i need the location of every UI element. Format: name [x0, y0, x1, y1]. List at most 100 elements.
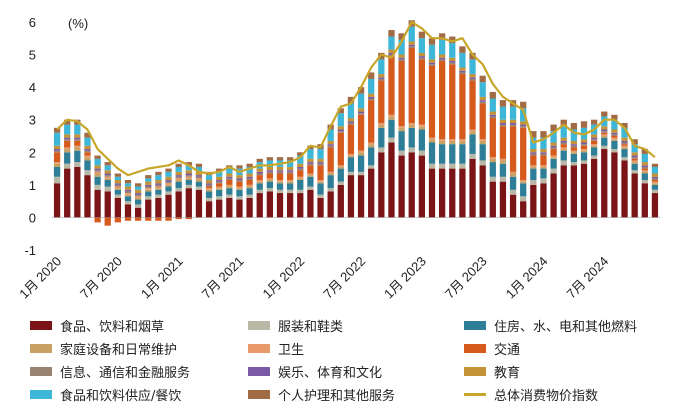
- bar-segment: [216, 188, 223, 190]
- bar-segment: [205, 175, 213, 181]
- bar-segment: [388, 137, 395, 143]
- bar-segment: [337, 126, 344, 130]
- bar-segment: [438, 168, 446, 218]
- bar-segment: [408, 124, 415, 128]
- bar-segment: [64, 124, 71, 135]
- bar-segment: [195, 181, 203, 187]
- bar-segment: [145, 188, 152, 190]
- bar-segment: [560, 142, 567, 145]
- bar-segment: [560, 160, 567, 166]
- bar-segment: [104, 178, 111, 181]
- x-tick-label: 7月 2021: [199, 254, 247, 300]
- bar-segment: [286, 173, 294, 181]
- bar-segment: [276, 170, 284, 172]
- bar-segment: [611, 114, 618, 120]
- bar-segment: [438, 140, 446, 145]
- total-cpi-polyline: [56, 20, 656, 177]
- bar-segment: [550, 149, 557, 156]
- bar-segment: [286, 171, 294, 174]
- bar-segment: [357, 171, 365, 176]
- bar-segment: [124, 201, 132, 205]
- bar-segment: [155, 197, 162, 218]
- legend-label: 个人护理和其他服务: [278, 389, 396, 404]
- bar-segment: [469, 131, 476, 135]
- bar-segment: [307, 186, 314, 190]
- bar-segment: [53, 163, 61, 167]
- bar-segment: [357, 113, 365, 115]
- bar-segment: [286, 193, 294, 218]
- bar-segment: [590, 134, 598, 138]
- bar-segment: [489, 118, 496, 158]
- bar-segment: [134, 193, 142, 195]
- bar-segment: [580, 163, 588, 218]
- bar-segment: [489, 157, 496, 159]
- bar-segment: [418, 155, 426, 218]
- bar-segment: [651, 163, 659, 167]
- bar-segment: [327, 188, 334, 192]
- bar-segment: [276, 193, 284, 218]
- bar-segment: [195, 180, 203, 182]
- bar-segment: [185, 178, 192, 181]
- bar-segment: [378, 78, 385, 81]
- bar-segment: [651, 184, 659, 190]
- bar-segment: [246, 186, 253, 189]
- bar-segment: [408, 41, 415, 45]
- bar-segment: [256, 168, 263, 172]
- bar-segment: [651, 173, 659, 177]
- bar-segment: [94, 217, 101, 223]
- bar-segment: [185, 180, 192, 185]
- bar-segment: [590, 139, 598, 141]
- bar-segment: [114, 183, 122, 185]
- legend-swatch: [464, 367, 486, 376]
- bar-segment: [357, 114, 365, 151]
- bar-segment: [236, 175, 243, 179]
- bar-segment: [357, 152, 365, 156]
- bar-segment: [246, 176, 253, 179]
- bar-segment: [104, 175, 111, 177]
- legend-item-recreation: 娱乐、体育和文化: [248, 360, 464, 383]
- bar-segment: [641, 180, 648, 184]
- legend-label: 家庭设备和日常维护: [60, 343, 178, 358]
- bar-segment: [580, 150, 588, 153]
- bar-segment: [64, 163, 71, 169]
- bar-segment: [175, 178, 182, 181]
- y-tick-label: 2: [29, 145, 36, 160]
- bar-segment: [641, 165, 648, 167]
- bar-segment: [256, 171, 263, 174]
- bar-segment: [459, 140, 466, 145]
- bar-segment: [469, 158, 476, 218]
- bar-segment: [428, 38, 436, 45]
- bar-segment: [570, 150, 578, 153]
- bar-segment: [327, 140, 334, 145]
- bar-segment: [479, 139, 486, 141]
- bar-segment: [621, 147, 628, 150]
- bar-segment: [64, 149, 71, 153]
- bar-segment: [489, 116, 496, 119]
- bar-segment: [317, 162, 324, 164]
- bar-segment: [74, 137, 81, 140]
- bar-segment: [520, 196, 527, 202]
- bar-segment: [408, 46, 415, 48]
- x-tick-label: 7月 2022: [320, 254, 368, 300]
- bar-segment: [104, 180, 111, 187]
- bar-segment: [509, 106, 517, 120]
- bar-segment: [185, 175, 192, 177]
- bar-segment: [317, 149, 324, 159]
- bar-segment: [165, 171, 172, 177]
- bar-segment: [297, 166, 304, 169]
- bar-segment: [145, 199, 152, 218]
- bar-segment: [165, 194, 172, 218]
- bar-segment: [337, 184, 344, 218]
- bar-segment: [388, 142, 395, 218]
- y-tick-label: 1: [29, 178, 36, 193]
- x-tick-label: 7月 2020: [77, 254, 125, 300]
- bar-segment: [84, 149, 91, 151]
- legend-label: 娱乐、体育和文化: [278, 366, 383, 381]
- bar-segment: [155, 188, 162, 190]
- bar-segment: [124, 204, 132, 218]
- bar-segment: [226, 184, 233, 187]
- bar-segment: [165, 217, 172, 221]
- bar-segment: [327, 191, 334, 218]
- bar-segment: [388, 36, 395, 50]
- bar-segment: [64, 168, 71, 218]
